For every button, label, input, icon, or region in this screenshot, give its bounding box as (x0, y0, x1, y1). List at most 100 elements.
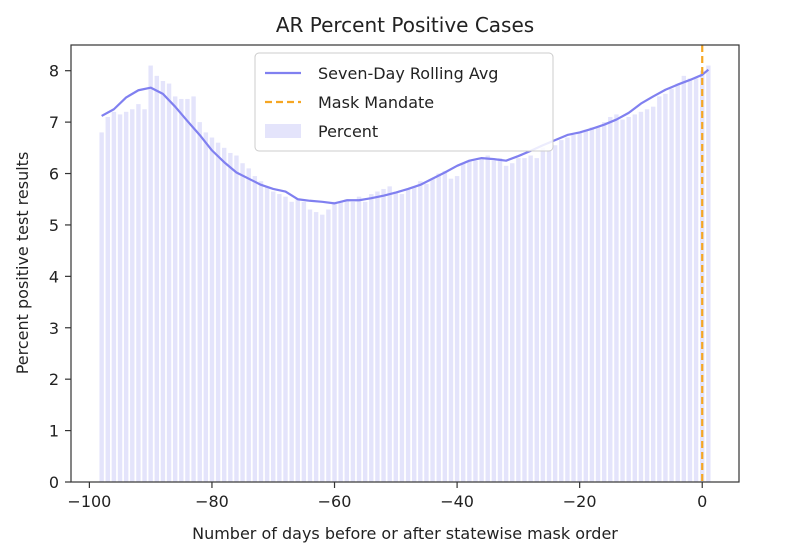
bar (252, 176, 258, 482)
y-tick-label: 5 (49, 216, 59, 235)
bar (626, 116, 631, 482)
legend-label-rolling-average: Seven-Day Rolling Avg (318, 64, 498, 83)
legend-box (254, 52, 554, 152)
bar (473, 160, 478, 482)
bar (693, 78, 699, 483)
bar (479, 158, 484, 483)
bar (601, 122, 607, 483)
y-tick-label: 1 (49, 422, 59, 441)
bar (301, 201, 307, 482)
bar (442, 170, 448, 482)
bar (632, 114, 638, 482)
bar (620, 119, 625, 483)
bar (117, 114, 123, 482)
bar (552, 145, 558, 482)
bar (326, 209, 331, 482)
bar (534, 158, 539, 483)
x-tick-label: −80 (195, 492, 229, 511)
bar (589, 127, 595, 482)
chart-title: AR Percent Positive Cases (276, 13, 534, 37)
bar (669, 88, 674, 482)
bar (565, 137, 570, 483)
bar (209, 137, 215, 483)
bar (271, 191, 276, 482)
bar (356, 196, 362, 482)
bar (338, 201, 343, 482)
y-tick-label: 6 (49, 165, 59, 184)
bar (130, 109, 135, 482)
legend-swatch-percent (265, 124, 301, 138)
bar (577, 132, 582, 482)
y-tick-label: 7 (49, 113, 59, 132)
bar (595, 127, 601, 482)
x-tick-label: 0 (697, 492, 707, 511)
bar (706, 65, 711, 482)
bar (246, 168, 251, 482)
y-axis-label: Percent positive test results (13, 152, 32, 375)
bar-series (99, 65, 711, 483)
bar (540, 147, 546, 482)
bar (675, 83, 680, 482)
bar (344, 199, 349, 483)
bar (522, 158, 527, 483)
bar (350, 201, 356, 482)
bar (393, 191, 399, 482)
bar (571, 134, 576, 482)
bar (436, 173, 441, 482)
bar (430, 178, 435, 483)
bar (191, 96, 196, 482)
bar (485, 155, 490, 483)
bar (295, 199, 300, 483)
bar (657, 96, 662, 482)
bar (454, 176, 460, 482)
y-tick-label: 2 (49, 370, 59, 389)
y-tick-label: 3 (49, 319, 59, 338)
bar (228, 152, 233, 482)
bar (99, 132, 104, 482)
bar (375, 191, 380, 482)
bar (332, 201, 337, 482)
bar (179, 98, 184, 482)
bar (418, 181, 423, 483)
bar (240, 163, 245, 482)
bar (559, 140, 564, 483)
bar (320, 214, 325, 482)
x-tick-label: −20 (563, 492, 597, 511)
x-tick-label: −40 (440, 492, 474, 511)
bar (583, 129, 588, 482)
bar (111, 111, 117, 482)
bar (172, 96, 178, 482)
bar (644, 109, 650, 482)
y-tick-label: 0 (49, 473, 59, 492)
bar (663, 93, 668, 482)
bar (687, 78, 693, 483)
bar (638, 111, 644, 482)
bar (166, 83, 172, 482)
bar (528, 155, 533, 483)
bar (160, 80, 166, 483)
x-tick-label: −60 (318, 492, 352, 511)
bar (136, 104, 141, 483)
bar (614, 114, 619, 482)
bar (258, 181, 264, 483)
bar (362, 201, 368, 482)
bar (461, 163, 466, 482)
bar (154, 75, 159, 482)
y-tick-label: 4 (49, 267, 59, 286)
x-axis-ticks: −100 −80 −60 −40 −20 0 (67, 482, 707, 511)
bar (387, 186, 392, 482)
bar (185, 98, 190, 482)
bar (148, 65, 153, 482)
bar (283, 196, 288, 482)
bar (313, 212, 319, 482)
bar (424, 183, 429, 482)
bar (546, 150, 552, 482)
legend: Seven-Day Rolling Avg Mask Mandate Perce… (254, 52, 554, 152)
bar (510, 163, 515, 482)
bar (203, 132, 209, 482)
plot-frame (70, 44, 740, 483)
bar (651, 106, 656, 482)
bar (497, 158, 503, 483)
bar (197, 122, 202, 483)
rolling-average-line (101, 68, 710, 205)
